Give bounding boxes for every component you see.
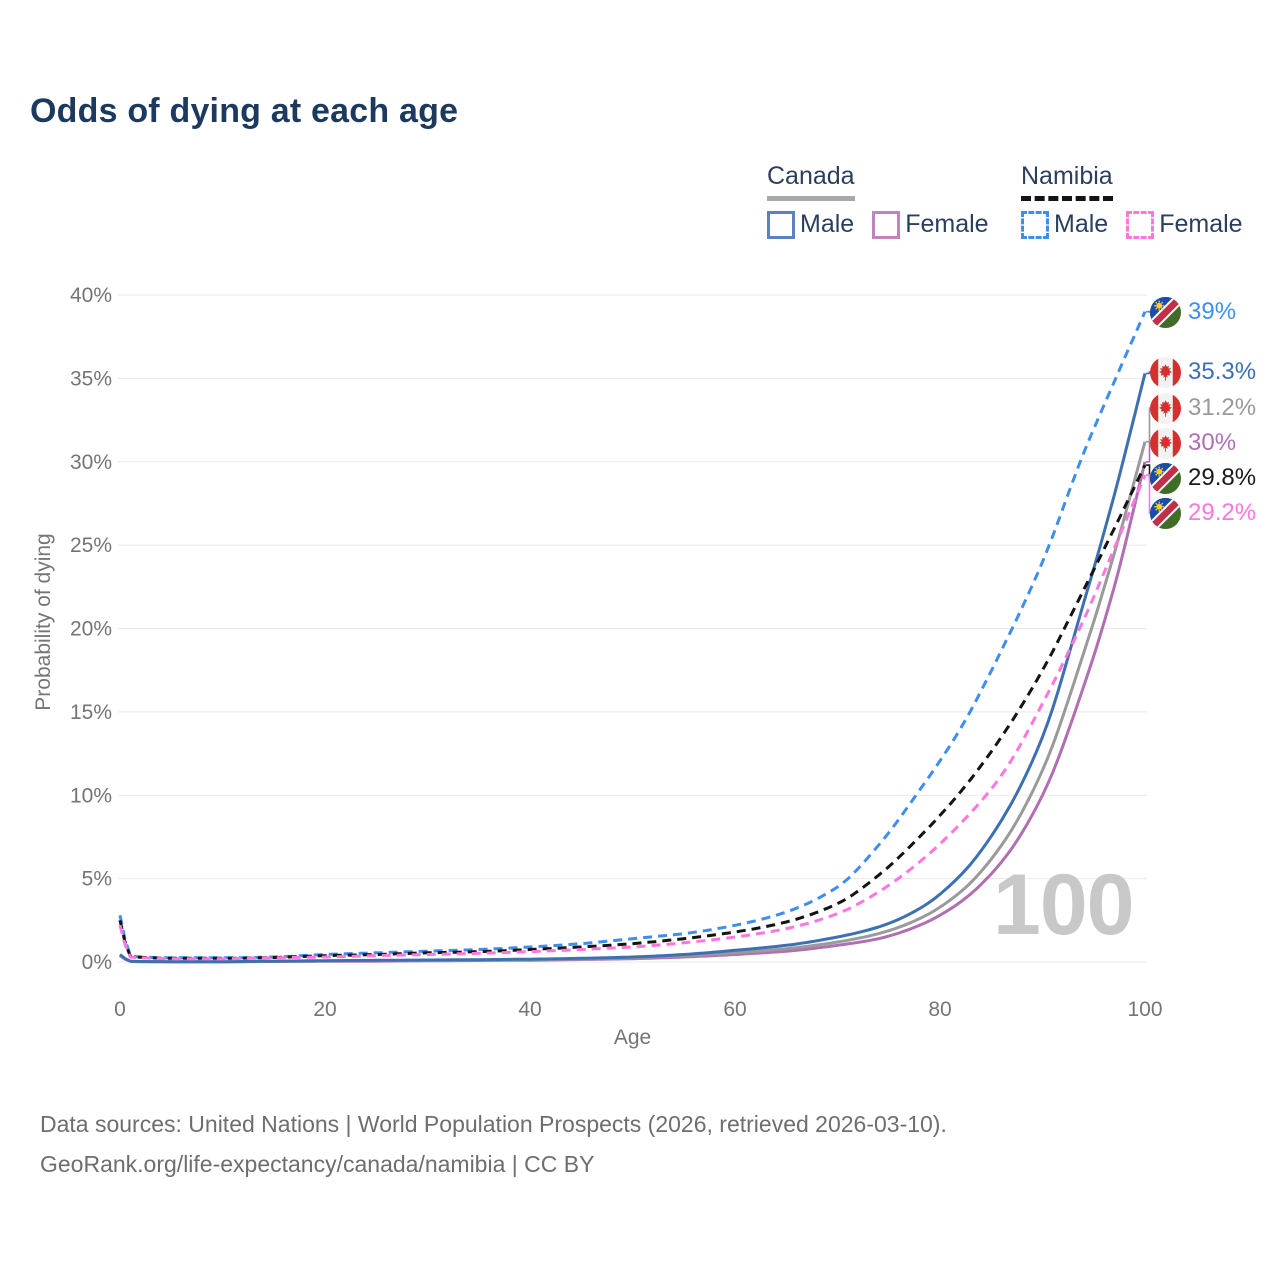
x-tick-label: 20 bbox=[313, 998, 336, 1021]
x-tick-label: 0 bbox=[114, 998, 126, 1021]
end-label-namibia-female: 29.2% bbox=[1150, 497, 1256, 529]
namibia-female-swatch-icon bbox=[1126, 210, 1155, 239]
x-tick-label: 40 bbox=[518, 998, 541, 1021]
canada-flag-icon bbox=[1150, 427, 1181, 459]
line-canada-male bbox=[119, 373, 1147, 964]
end-label-canada-male: 35.3% bbox=[1150, 356, 1256, 388]
legend-label: Female bbox=[905, 210, 989, 238]
namibia-flag-icon bbox=[1150, 296, 1181, 328]
end-label-value: 30% bbox=[1188, 429, 1237, 456]
end-label-value: 29.8% bbox=[1188, 464, 1257, 491]
line-canada-both bbox=[119, 441, 1147, 964]
legend-item-namibia-female[interactable]: Female bbox=[1126, 210, 1243, 239]
x-tick-label: 100 bbox=[1127, 998, 1162, 1021]
attribution-line: GeoRank.org/life-expectancy/canada/namib… bbox=[40, 1151, 595, 1177]
end-label-value: 29.2% bbox=[1188, 499, 1257, 526]
end-label-canada-female: 30% bbox=[1150, 427, 1236, 459]
legend-group-canada: Canada Male Female bbox=[767, 162, 989, 239]
line-namibia-female bbox=[118, 474, 1147, 961]
y-tick-label: 40% bbox=[70, 284, 112, 307]
legend-label: Male bbox=[1054, 210, 1109, 238]
end-label-value: 31.2% bbox=[1188, 394, 1257, 421]
footer: Data sources: United Nations | World Pop… bbox=[40, 1104, 947, 1184]
line-namibia-both bbox=[118, 464, 1147, 960]
legend-label: Male bbox=[800, 210, 855, 238]
gridlines bbox=[118, 294, 1147, 963]
legend-item-namibia-male[interactable]: Male bbox=[1021, 210, 1108, 239]
x-tick-label: 60 bbox=[723, 998, 746, 1021]
legend-country-namibia[interactable]: Namibia bbox=[1021, 162, 1113, 201]
end-label-namibia-male: 39% bbox=[1150, 296, 1236, 328]
namibia-flag-icon bbox=[1150, 497, 1181, 529]
y-tick-label: 0% bbox=[82, 951, 112, 974]
y-tick-label: 35% bbox=[70, 367, 112, 390]
legend-group-namibia: Namibia Male Female bbox=[1021, 162, 1243, 239]
legend-item-canada-male[interactable]: Male bbox=[767, 210, 854, 239]
data-sources-line: Data sources: United Nations | World Pop… bbox=[40, 1111, 947, 1137]
canada-female-swatch-icon bbox=[872, 210, 901, 239]
end-label-value: 35.3% bbox=[1188, 358, 1257, 385]
legend-country-canada[interactable]: Canada bbox=[767, 162, 855, 201]
x-tick-label: 80 bbox=[928, 998, 951, 1021]
y-tick-label: 10% bbox=[70, 784, 112, 807]
hover-age-watermark: 100 bbox=[993, 857, 1134, 953]
y-tick-label: 25% bbox=[70, 534, 112, 557]
canada-male-swatch-icon bbox=[767, 210, 795, 239]
legend-item-canada-female[interactable]: Female bbox=[872, 210, 989, 239]
legend-label: Female bbox=[1159, 210, 1243, 238]
y-tick-label: 20% bbox=[70, 618, 112, 641]
y-tick-label: 15% bbox=[70, 701, 112, 724]
namibia-flag-icon bbox=[1150, 462, 1181, 494]
axis-tick-labels: 0% 5% 10% 15% 20% 25% 30% 35% 40% 0 20 40 60 80 100 bbox=[70, 284, 1163, 1021]
series-lines bbox=[118, 311, 1147, 964]
end-label-canada-both: 31.2% bbox=[1150, 392, 1256, 424]
page-title: Odds of dying at each age bbox=[30, 92, 459, 130]
y-tick-label: 30% bbox=[70, 451, 112, 474]
canada-flag-icon bbox=[1150, 392, 1181, 424]
x-axis-title: Age bbox=[613, 1026, 652, 1049]
namibia-male-swatch-icon bbox=[1021, 210, 1049, 239]
y-axis-title: Probability of dying bbox=[32, 533, 55, 711]
end-label-value: 39% bbox=[1188, 298, 1237, 325]
end-label-namibia-both: 29.8% bbox=[1150, 462, 1256, 494]
y-tick-label: 5% bbox=[82, 868, 112, 891]
canada-flag-icon bbox=[1150, 356, 1181, 388]
